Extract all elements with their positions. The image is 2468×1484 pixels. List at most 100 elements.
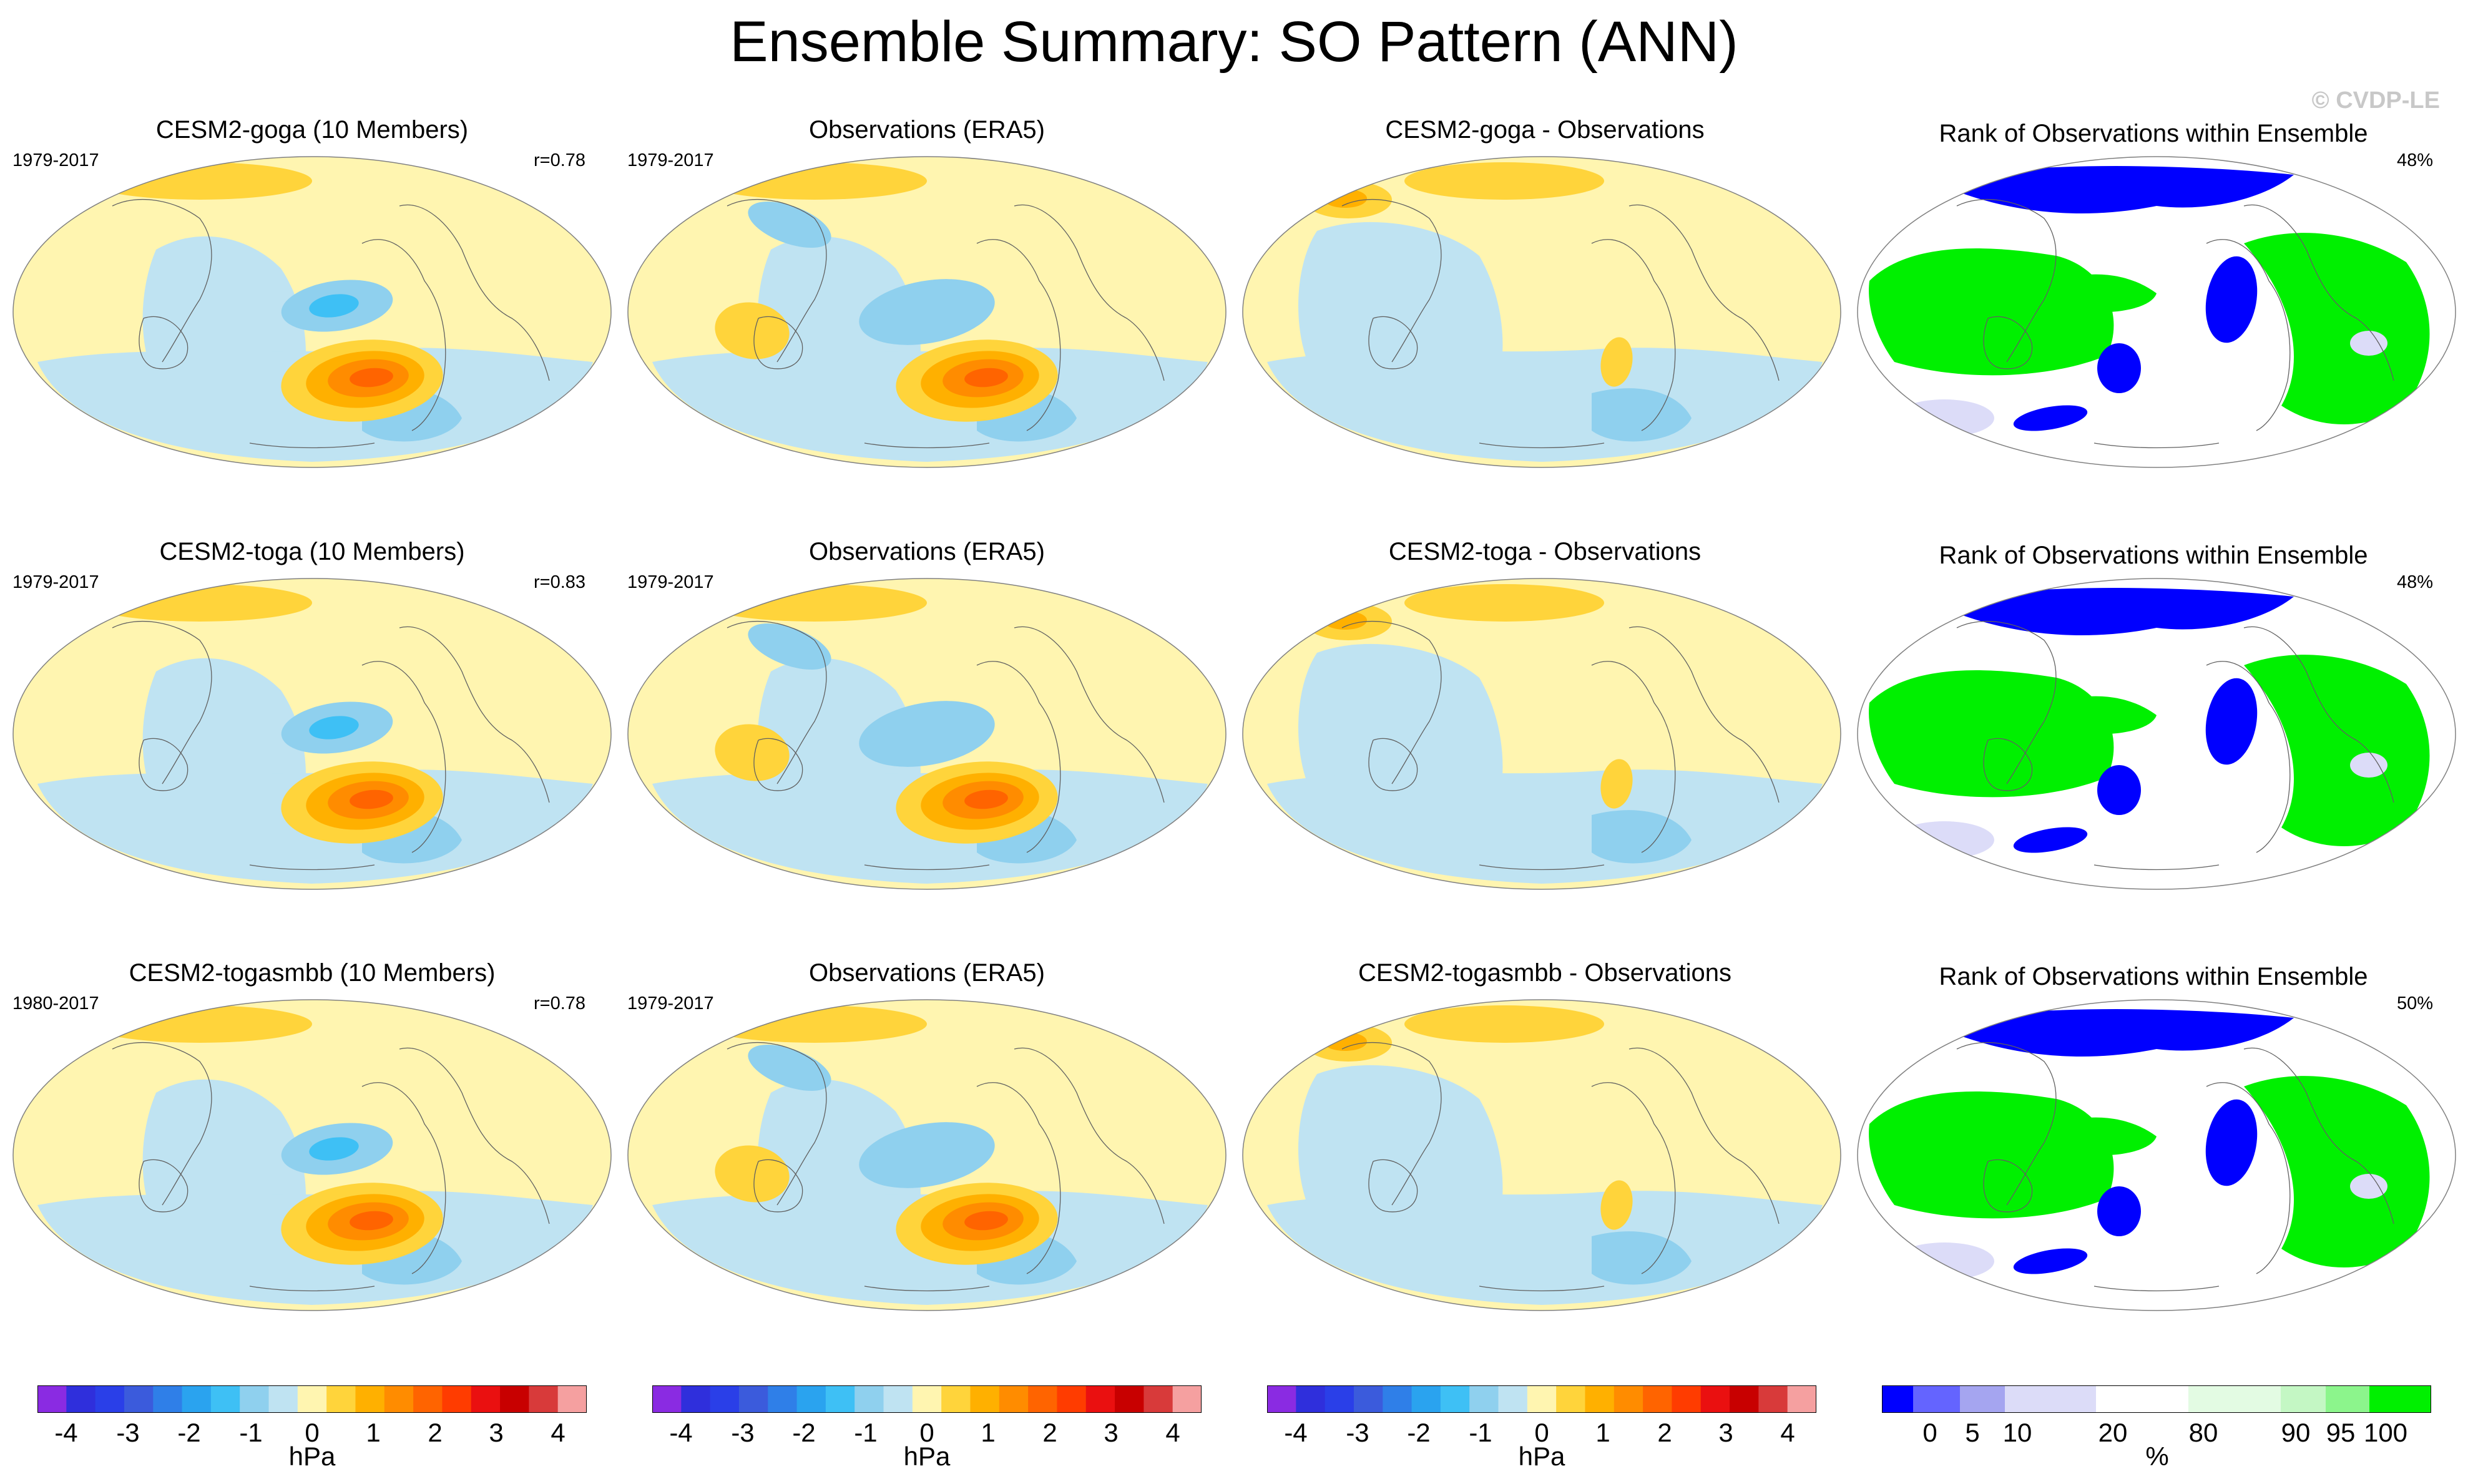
map-shape [249, 1286, 375, 1292]
colorbar-swatch [1960, 1385, 2005, 1413]
cb4-tick: 95 [2326, 1418, 2356, 1447]
map-shape [2057, 696, 2157, 735]
map-shape [1932, 1009, 2294, 1057]
map-shape [753, 738, 803, 791]
colorbar-swatch [1028, 1385, 1057, 1413]
cb3-tick: 2 [1657, 1418, 1672, 1447]
observations-map-row2 [627, 578, 1227, 890]
contour-region [859, 701, 995, 767]
map-shape [2244, 655, 2430, 846]
colorbar-swatch [1325, 1385, 1354, 1413]
map-outline [12, 156, 612, 468]
map-shape [249, 442, 375, 449]
map-shape [399, 626, 550, 803]
map-shape [2093, 1286, 2220, 1292]
map-shape [864, 1286, 990, 1292]
colorbar-swatch [1700, 1385, 1730, 1413]
colorbar-swatch [240, 1385, 270, 1413]
contour-region [964, 789, 1008, 809]
colorbar-swatch [557, 1385, 587, 1413]
colorbar-swatch [182, 1385, 212, 1413]
colorbar-swatch [999, 1385, 1029, 1413]
colorbar-swatch [1758, 1385, 1788, 1413]
cb4-tick: 0 [1922, 1418, 1937, 1447]
contour-region [2097, 1186, 2141, 1236]
model-title-row3: CESM2-togasmbb (10 Members) [129, 959, 496, 987]
colorbar-swatch [1527, 1385, 1557, 1413]
map-shape [2243, 204, 2394, 381]
map-shape [2244, 233, 2430, 424]
map-shape [1983, 316, 2033, 369]
model-r-row2: r=0.83 [534, 572, 586, 592]
colorbar-swatch [1383, 1385, 1413, 1413]
map-shape [1592, 388, 1692, 442]
contour-region [1600, 759, 1633, 809]
cb4-tick: 5 [1965, 1418, 1980, 1447]
map-shape [112, 621, 212, 784]
colorbar-swatch [1730, 1385, 1759, 1413]
map-outline [627, 999, 1227, 1311]
colorbar-swatch [355, 1385, 385, 1413]
map-outline [1242, 999, 1841, 1311]
cb3-tick: -2 [1407, 1418, 1431, 1447]
map-shape [1368, 316, 1418, 369]
map-shape [753, 1159, 803, 1213]
colorbar-swatch [768, 1385, 798, 1413]
colorbar-swatch [1411, 1385, 1441, 1413]
difference-map-row3 [1242, 999, 1841, 1311]
model-r-row1: r=0.78 [534, 150, 586, 170]
contour-region [2097, 343, 2141, 393]
map-shape [1956, 199, 2057, 363]
map-shape [2057, 1117, 2157, 1156]
obs-title-row1: Observations (ERA5) [809, 116, 1045, 144]
cb4-unit: % [2145, 1442, 2169, 1471]
map-shape [361, 661, 446, 853]
contour-region [2097, 765, 2141, 815]
map-shape [1341, 1042, 1442, 1206]
cb1-tick: 1 [366, 1418, 381, 1447]
colorbar-swatch [1787, 1385, 1816, 1413]
cb3-unit: hPa [1518, 1442, 1565, 1471]
model-map-row2 [12, 578, 612, 890]
colorbar-swatch [1498, 1385, 1528, 1413]
map-shape [2243, 1047, 2394, 1224]
map-shape [112, 199, 212, 363]
colorbar-swatch [37, 1385, 67, 1413]
copyright-label: © CVDP-LE [2311, 87, 2440, 114]
colorbar-swatch [1172, 1385, 1202, 1413]
map-shape [1592, 810, 1692, 864]
map-shape [976, 239, 1061, 431]
contour-region [2013, 1248, 2088, 1274]
rank-title-row3: Rank of Observations within Ensemble [1939, 963, 2368, 990]
map-shape [2093, 864, 2220, 871]
cb1-tick: -1 [239, 1418, 263, 1447]
contour-region [2205, 256, 2258, 343]
map-shape [2206, 1082, 2291, 1274]
map-shape [1014, 626, 1165, 803]
map-shape [1869, 248, 2114, 376]
map-shape [139, 738, 189, 791]
map-shape [1956, 621, 2057, 784]
colorbar-swatch [66, 1385, 96, 1413]
cb3-tick: -3 [1346, 1418, 1369, 1447]
contour-region [2350, 331, 2387, 356]
map-shape [1368, 1159, 1418, 1213]
map-shape [1479, 1286, 1605, 1292]
cb1-unit: hPa [288, 1442, 336, 1471]
colorbar-swatch [2326, 1385, 2370, 1413]
colorbar-swatch [2281, 1385, 2326, 1413]
contour-region [309, 1137, 359, 1161]
colorbar-swatch [2096, 1385, 2189, 1413]
rank-map-row3 [1857, 999, 2456, 1311]
contour-region [1323, 1032, 1367, 1051]
map-shape [1628, 626, 1780, 803]
map-shape [2206, 661, 2291, 853]
contour-region [748, 1045, 831, 1091]
map-shape [1014, 1047, 1165, 1224]
map-shape [1591, 1082, 1676, 1274]
cb3-tick: -4 [1284, 1418, 1308, 1447]
cb1-tick: -3 [116, 1418, 140, 1447]
obs-years-row1: 1979-2017 [627, 150, 714, 170]
model-map-row3 [12, 999, 612, 1311]
colorbar-swatch [1085, 1385, 1115, 1413]
